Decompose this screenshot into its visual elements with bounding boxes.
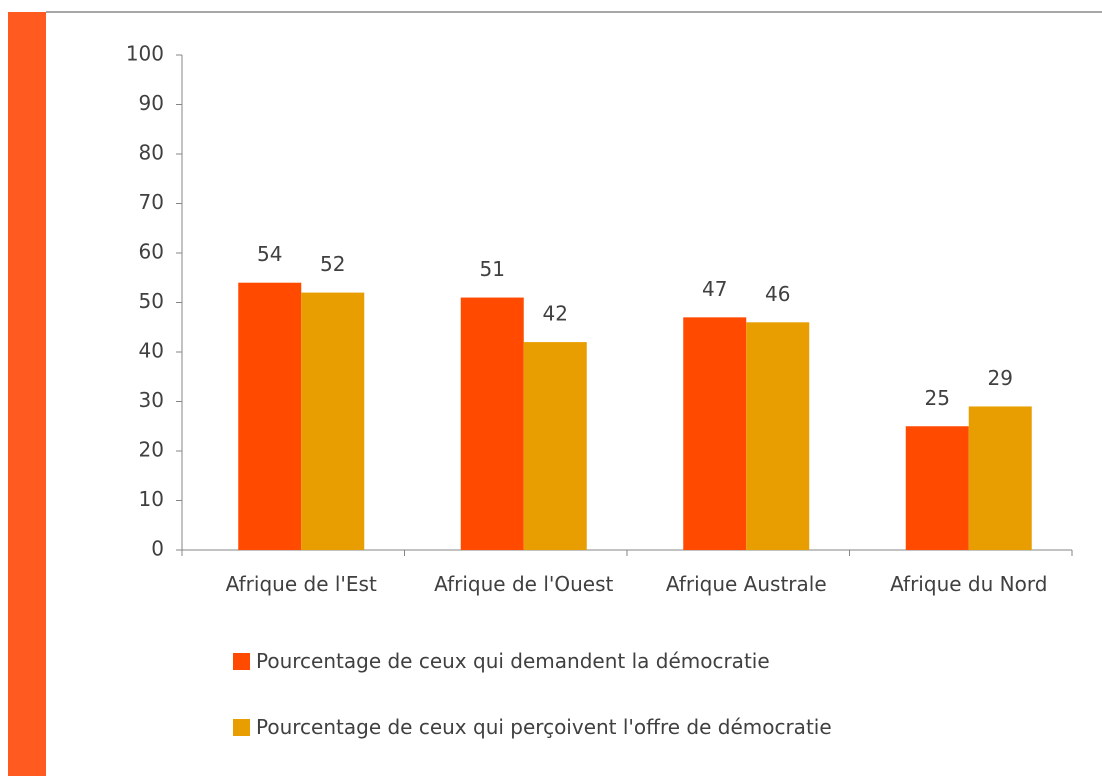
legend-label: Pourcentage de ceux qui perçoivent l'off…: [256, 715, 832, 739]
y-tick-label: 0: [151, 537, 164, 561]
bar: [905, 426, 969, 550]
y-tick-label: 10: [139, 487, 164, 511]
legend-swatch: [233, 653, 250, 670]
y-tick-label: 70: [139, 190, 164, 214]
data-label: 42: [543, 302, 568, 326]
bar: [746, 322, 810, 550]
data-label: 46: [765, 282, 790, 306]
x-tick-label: Afrique de l'Ouest: [434, 572, 613, 596]
y-tick-label: 20: [139, 438, 164, 462]
y-tick-label: 100: [126, 42, 164, 66]
data-label: 54: [257, 242, 282, 266]
legend-swatch: [233, 719, 250, 736]
data-label: 52: [320, 252, 345, 276]
y-tick-label: 60: [139, 240, 164, 264]
data-label: 25: [925, 386, 950, 410]
bar: [238, 282, 302, 550]
y-tick-label: 30: [139, 388, 164, 412]
bar: [523, 342, 587, 550]
data-label: 47: [702, 277, 727, 301]
bar: [683, 317, 747, 550]
data-label: 29: [988, 366, 1013, 390]
bar: [460, 297, 524, 550]
x-tick-label: Afrique de l'Est: [226, 572, 377, 596]
data-label: 51: [480, 257, 505, 281]
x-tick-label: Afrique du Nord: [890, 572, 1047, 596]
y-tick-label: 50: [139, 289, 164, 313]
x-tick-label: Afrique Australe: [666, 572, 827, 596]
legend-label: Pourcentage de ceux qui demandent la dém…: [256, 649, 770, 673]
y-tick-label: 90: [139, 91, 164, 115]
y-tick-label: 80: [139, 141, 164, 165]
side-stripe: [8, 12, 46, 776]
bar: [301, 292, 365, 550]
bar: [968, 406, 1032, 550]
y-tick-label: 40: [139, 339, 164, 363]
